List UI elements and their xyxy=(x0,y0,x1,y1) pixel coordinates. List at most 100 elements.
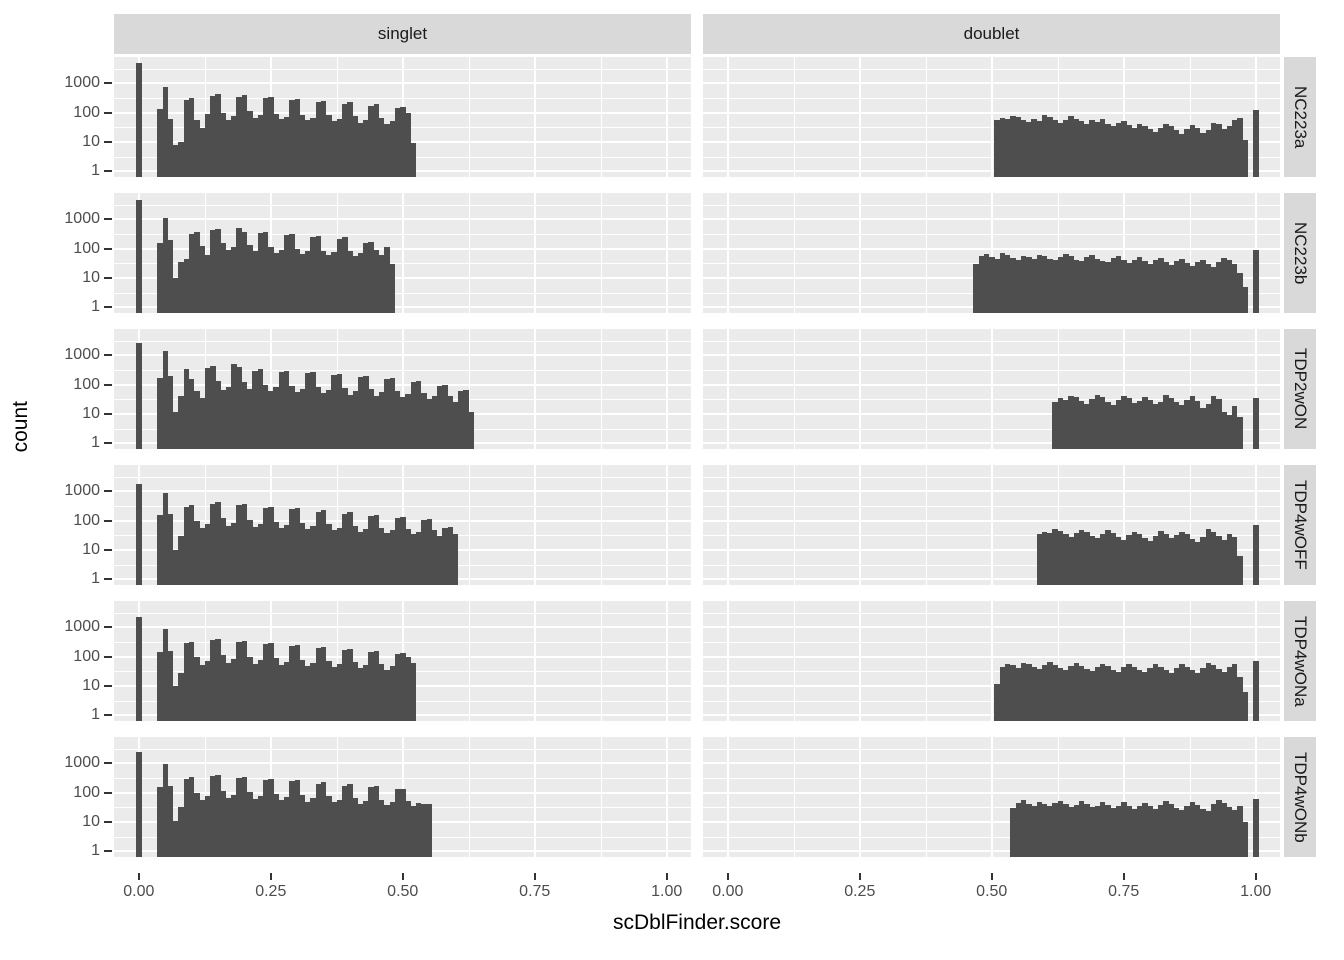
x-axis-singlet: 0.00 0.25 0.50 0.75 1.00 xyxy=(114,873,691,911)
hist-bar xyxy=(331,252,337,313)
hist-bar xyxy=(252,527,258,585)
gridline-x-major xyxy=(858,601,861,721)
hist-bar xyxy=(173,277,179,313)
hist-bar xyxy=(215,94,221,177)
panel-gap xyxy=(691,329,703,449)
hist-bar xyxy=(1237,272,1243,313)
gridline-x-major xyxy=(990,193,993,313)
hist-bar xyxy=(1195,400,1201,449)
hist-bar xyxy=(1010,807,1016,857)
hist-bar xyxy=(410,143,417,177)
y-tick-mark xyxy=(104,655,112,658)
hist-bar xyxy=(1205,529,1212,585)
hist-bar xyxy=(1147,667,1153,721)
hist-bar xyxy=(1047,662,1053,721)
panel-NC223b-doublet xyxy=(703,193,1280,313)
hist-bar xyxy=(1231,263,1238,313)
hist-bar xyxy=(1057,668,1064,721)
hist-bar xyxy=(1099,396,1106,449)
gridline-x-minor xyxy=(925,193,927,313)
hist-bar xyxy=(405,800,411,857)
hist-bar xyxy=(1237,805,1243,857)
hist-bar xyxy=(1237,118,1243,177)
hist-bar xyxy=(1142,396,1148,449)
hist-bar xyxy=(405,113,411,177)
hist-bar xyxy=(368,105,374,177)
gridline-x-major xyxy=(726,601,729,721)
hist-bar xyxy=(1253,661,1259,721)
hist-bar xyxy=(1189,801,1196,857)
hist-bar xyxy=(247,656,253,721)
hist-bar xyxy=(1179,134,1185,177)
hist-bar xyxy=(452,533,459,585)
hist-bar xyxy=(431,530,438,585)
hist-bar xyxy=(1253,397,1259,449)
hist-bar xyxy=(1026,256,1032,313)
hist-bar xyxy=(357,377,364,449)
hist-bar xyxy=(278,528,285,585)
x-tick-label: 0.00 xyxy=(123,883,155,900)
hist-bar xyxy=(162,351,169,449)
hist-bar xyxy=(1231,536,1238,585)
gridline-x-minor xyxy=(925,329,927,449)
hist-bar xyxy=(1068,806,1074,857)
hist-bar xyxy=(1168,804,1175,857)
hist-bar xyxy=(1242,692,1248,721)
hist-bar xyxy=(352,525,359,585)
gridline-x-major xyxy=(1122,329,1125,449)
hist-bar xyxy=(1126,262,1132,313)
hist-bar xyxy=(1020,120,1027,177)
hist-bar xyxy=(215,774,221,857)
hist-bar xyxy=(1105,666,1111,721)
hist-bar xyxy=(1205,263,1212,313)
hist-bar xyxy=(1105,124,1111,177)
hist-bar xyxy=(162,86,169,177)
hist-bar xyxy=(183,258,190,313)
hist-bar xyxy=(1136,669,1143,721)
gridline-x-minor xyxy=(925,737,927,857)
hist-bar xyxy=(994,258,1000,313)
hist-bar xyxy=(1073,532,1080,585)
hist-bar xyxy=(283,525,290,585)
hist-bar xyxy=(1063,534,1069,585)
hist-bar xyxy=(315,647,322,721)
facet-rows: 1000 100 10 1 NC223a 1000 100 10 1 NC223b 1000 100 1… xyxy=(36,57,1316,873)
hist-bar xyxy=(394,654,401,721)
gridline-x-major xyxy=(858,57,861,177)
hist-bar xyxy=(410,382,417,449)
panel-gap xyxy=(691,193,703,313)
hist-bar xyxy=(405,528,411,585)
hist-bar xyxy=(210,775,216,857)
hist-bar xyxy=(1036,120,1043,177)
hist-bar xyxy=(973,263,979,313)
hist-bar xyxy=(373,395,380,449)
hist-bar xyxy=(1200,259,1206,313)
hist-bar xyxy=(188,505,195,585)
hist-bar xyxy=(1115,671,1122,721)
x-axis-row: 0.00 0.25 0.50 0.75 1.00 0.00 0.25 0.50 0.75 1.0… xyxy=(36,873,1316,911)
facet-row-NC223b: 1000 100 10 1 NC223b xyxy=(36,193,1316,315)
hist-bar xyxy=(384,532,390,585)
hist-bar xyxy=(336,527,343,585)
hist-bar xyxy=(352,116,359,177)
hist-bar xyxy=(1068,256,1074,313)
y-tick-label: 1000 xyxy=(64,618,100,636)
hist-bar xyxy=(410,534,417,585)
hist-bar xyxy=(1057,256,1064,313)
hist-bar xyxy=(1063,120,1069,177)
hist-bar xyxy=(1205,130,1212,177)
hist-bar xyxy=(410,663,417,721)
hist-bar xyxy=(1036,801,1043,857)
hist-bar xyxy=(1184,666,1190,721)
hist-bar xyxy=(257,369,264,449)
hist-bar xyxy=(204,113,211,177)
hist-bar xyxy=(1226,807,1233,857)
gridline-x-major xyxy=(665,737,668,857)
hist-bar xyxy=(257,795,264,857)
hist-bar xyxy=(368,651,374,721)
hist-bar xyxy=(1152,535,1159,585)
hist-bar xyxy=(1142,125,1148,177)
hist-bar xyxy=(1115,399,1122,449)
facet-strip-TDP4wOFF: TDP4wOFF xyxy=(1284,465,1316,585)
hist-bar xyxy=(252,370,258,449)
